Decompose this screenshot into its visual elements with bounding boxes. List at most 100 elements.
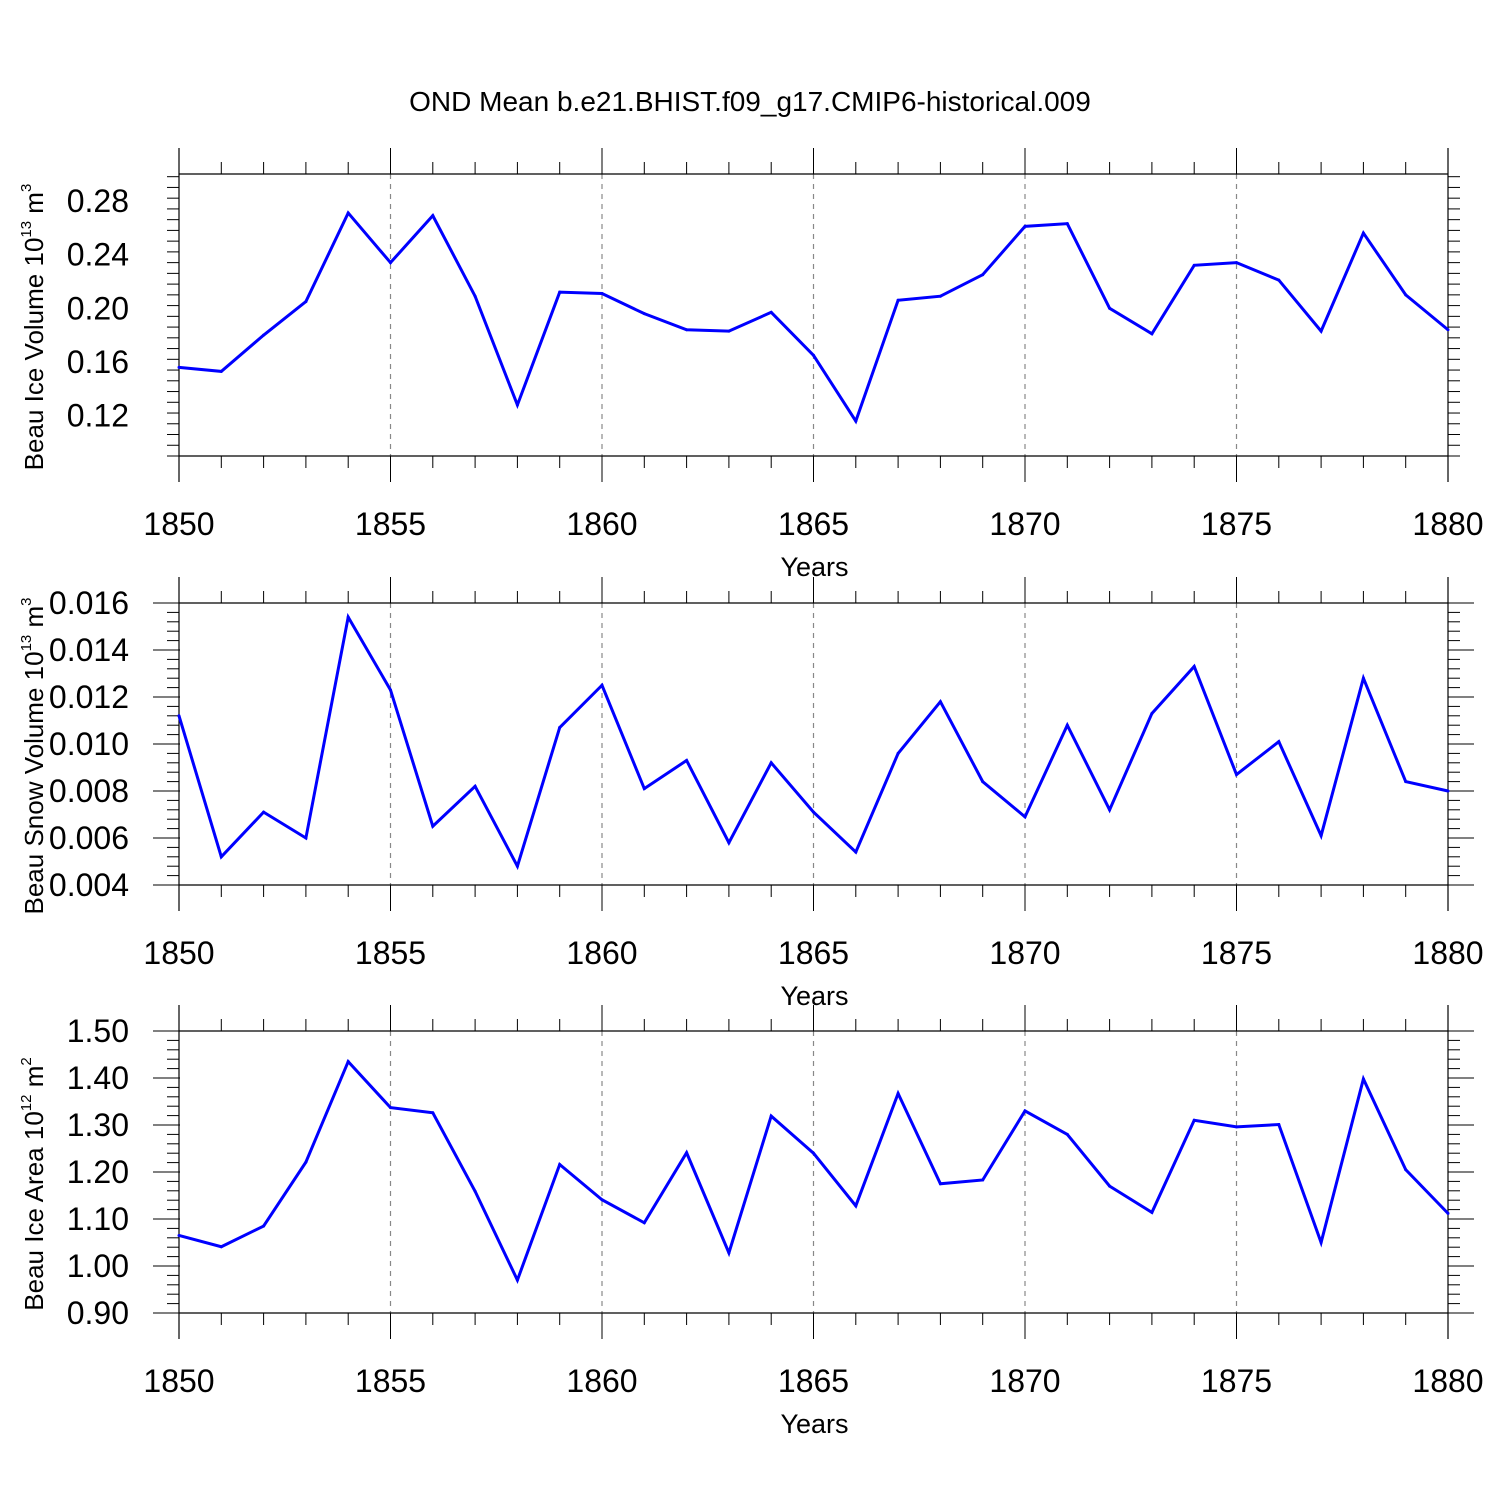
- x-tick-label: 1855: [355, 1363, 426, 1399]
- data-point: [219, 855, 223, 859]
- data-point: [1150, 332, 1154, 336]
- data-point: [1150, 1210, 1154, 1214]
- y-axis-title-superscript: 13: [18, 221, 35, 238]
- chart-title: OND Mean b.e21.BHIST.f09_g17.CMIP6-histo…: [409, 86, 1091, 117]
- y-tick-label: 1.20: [67, 1154, 129, 1190]
- y-axis-title-text: Beau Ice Area 10: [19, 1111, 49, 1310]
- data-point: [1446, 789, 1450, 793]
- data-point: [219, 369, 223, 373]
- data-point: [1108, 808, 1112, 812]
- y-tick-label: 1.10: [67, 1201, 129, 1237]
- y-axis-title: Beau Snow Volume 1013 m3: [18, 598, 49, 915]
- y-tick-label: 0.014: [49, 632, 129, 668]
- y-axis-title-superscript: 13: [18, 635, 35, 652]
- y-axis-title-text: m: [19, 606, 49, 635]
- data-point: [727, 841, 731, 845]
- data-point: [896, 751, 900, 755]
- data-point: [515, 1278, 519, 1282]
- data-point: [1319, 1241, 1323, 1244]
- data-point: [812, 353, 815, 357]
- data-point: [1108, 1184, 1112, 1188]
- data-point: [1404, 780, 1408, 784]
- data-point: [262, 810, 266, 814]
- y-tick-label: 0.90: [67, 1295, 129, 1331]
- x-tick-label: 1850: [143, 506, 214, 542]
- y-axis-title: Beau Ice Volume 1013 m3: [18, 184, 49, 471]
- x-tick-label: 1850: [143, 1363, 214, 1399]
- y-tick-label: 0.24: [67, 237, 129, 273]
- y-tick-label: 0.004: [49, 867, 129, 903]
- data-point: [938, 700, 942, 704]
- data-point: [262, 333, 266, 337]
- y-tick-label: 0.006: [49, 820, 129, 856]
- x-tick-label: 1870: [989, 935, 1060, 971]
- y-axis-title-text: m: [19, 192, 49, 221]
- x-tick-label: 1865: [778, 1363, 849, 1399]
- data-point: [896, 298, 900, 302]
- data-point: [1192, 263, 1196, 267]
- data-point: [177, 365, 181, 369]
- data-point: [219, 1245, 223, 1249]
- data-point: [177, 714, 181, 718]
- data-point: [1192, 1118, 1196, 1122]
- data-point: [558, 1162, 562, 1166]
- data-point: [1023, 1109, 1027, 1113]
- data-point: [1361, 1077, 1365, 1081]
- data-point: [262, 1224, 266, 1228]
- data-point: [1361, 676, 1365, 680]
- x-tick-label: 1855: [355, 506, 426, 542]
- data-point: [981, 780, 985, 784]
- data-point: [1404, 1168, 1408, 1172]
- y-axis-title-text: Beau Ice Volume 10: [19, 238, 49, 471]
- y-axis-title-text: m: [19, 1066, 49, 1095]
- data-point: [473, 294, 477, 298]
- x-tick-label: 1880: [1412, 1363, 1483, 1399]
- chart-panel-3: 0.90 1.00 1.10 1.20 1.30 1.40 1.50 1850 1855 1860…: [18, 1005, 1484, 1439]
- x-tick-label: 1870: [989, 506, 1060, 542]
- data-point: [812, 1151, 815, 1155]
- data-point: [769, 761, 773, 765]
- data-point: [1023, 815, 1027, 819]
- data-point: [727, 329, 731, 333]
- data-point: [1235, 773, 1238, 777]
- data-point: [304, 836, 308, 840]
- data-point: [685, 758, 689, 762]
- x-tick-label: 1850: [143, 935, 214, 971]
- data-point: [346, 211, 350, 215]
- data-point: [1108, 306, 1112, 310]
- x-tick-label: 1880: [1412, 935, 1483, 971]
- data-point: [1192, 664, 1196, 668]
- data-point: [938, 1182, 942, 1186]
- data-point: [1404, 293, 1408, 297]
- data-point: [854, 419, 858, 423]
- data-point: [600, 292, 604, 296]
- data-point: [431, 824, 435, 828]
- data-point: [515, 403, 519, 407]
- data-point: [389, 688, 392, 692]
- x-tick-label: 1855: [355, 935, 426, 971]
- x-tick-label: 1875: [1201, 506, 1272, 542]
- data-point: [1277, 740, 1281, 744]
- y-tick-label: 0.016: [49, 585, 129, 621]
- data-point: [1319, 329, 1323, 333]
- data-point: [642, 787, 646, 791]
- y-axis-title: Beau Ice Area 1012 m2: [18, 1057, 49, 1310]
- data-point: [1023, 224, 1027, 228]
- data-point: [558, 726, 562, 730]
- data-point: [981, 1178, 985, 1182]
- data-point: [769, 310, 773, 314]
- data-point: [389, 261, 392, 265]
- data-point: [981, 273, 985, 277]
- x-tick-label: 1860: [566, 506, 637, 542]
- data-point: [515, 864, 519, 868]
- data-point: [685, 1151, 689, 1155]
- data-point: [854, 1204, 858, 1208]
- data-point: [1150, 711, 1154, 715]
- data-point: [1446, 1211, 1450, 1215]
- data-point: [1065, 723, 1069, 727]
- data-point: [642, 1221, 646, 1225]
- chart-panel-1: 0.12 0.16 0.20 0.24 0.28 1850 1855 1860 1865 1870…: [18, 148, 1484, 582]
- data-point: [812, 810, 815, 814]
